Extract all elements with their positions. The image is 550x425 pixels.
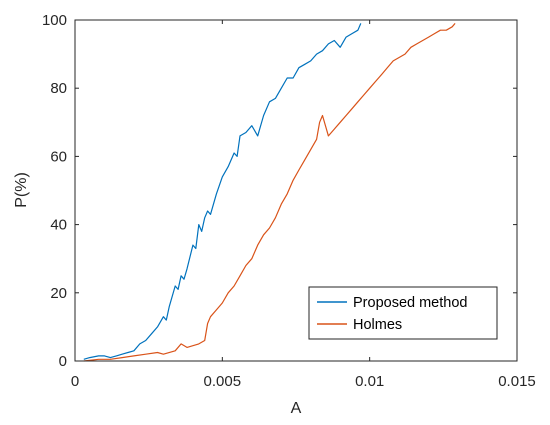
y-tick-label: 60 — [50, 148, 67, 165]
y-tick-label: 40 — [50, 217, 67, 234]
plot-frame — [74, 19, 518, 362]
y-tick-label: 0 — [59, 353, 67, 370]
y-tick-label: 20 — [50, 285, 67, 302]
legend-box — [308, 286, 498, 340]
x-tick-label: 0 — [71, 373, 79, 390]
x-tick-label: 0.005 — [204, 373, 242, 390]
legend-label: Proposed method — [353, 295, 467, 311]
x-tick-label: 0.015 — [498, 373, 536, 390]
y-axis-title: P(%) — [13, 172, 30, 208]
x-axis: 0 0.005 0.01 0.015 — [71, 20, 536, 390]
series-line-proposed-method — [83, 23, 362, 360]
y-axis: 0 20 40 60 80 100 — [42, 12, 517, 370]
series-layer — [83, 23, 456, 362]
x-axis-title: A — [291, 400, 302, 417]
x-tick-label: 0.01 — [355, 373, 384, 390]
y-tick-label: 80 — [50, 80, 67, 97]
y-tick-label: 100 — [42, 12, 67, 29]
legend-label: Holmes — [353, 317, 402, 333]
legend: Proposed method Holmes — [308, 286, 498, 340]
series-line-holmes — [83, 23, 456, 362]
